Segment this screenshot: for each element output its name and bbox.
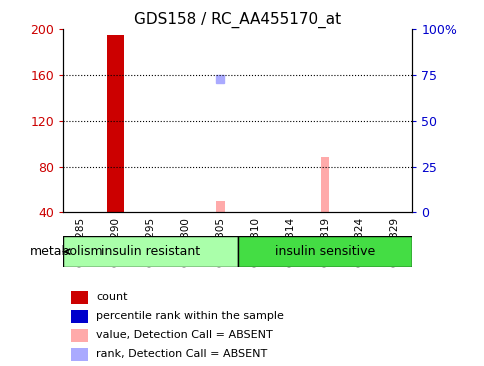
- Text: insulin resistant: insulin resistant: [101, 245, 199, 258]
- Bar: [215, 201, 224, 212]
- Text: insulin sensitive: insulin sensitive: [274, 245, 374, 258]
- FancyBboxPatch shape: [237, 236, 411, 267]
- Bar: [71, 329, 88, 342]
- Bar: [320, 157, 329, 212]
- Text: rank, Detection Call = ABSENT: rank, Detection Call = ABSENT: [96, 349, 267, 359]
- Text: value, Detection Call = ABSENT: value, Detection Call = ABSENT: [96, 330, 272, 340]
- Title: GDS158 / RC_AA455170_at: GDS158 / RC_AA455170_at: [134, 12, 341, 28]
- Text: count: count: [96, 292, 127, 302]
- Bar: [71, 291, 88, 304]
- Text: metabolism: metabolism: [30, 245, 103, 258]
- Bar: [71, 310, 88, 323]
- Text: percentile rank within the sample: percentile rank within the sample: [96, 311, 283, 321]
- Bar: [71, 348, 88, 361]
- FancyBboxPatch shape: [63, 236, 237, 267]
- Bar: [106, 35, 124, 212]
